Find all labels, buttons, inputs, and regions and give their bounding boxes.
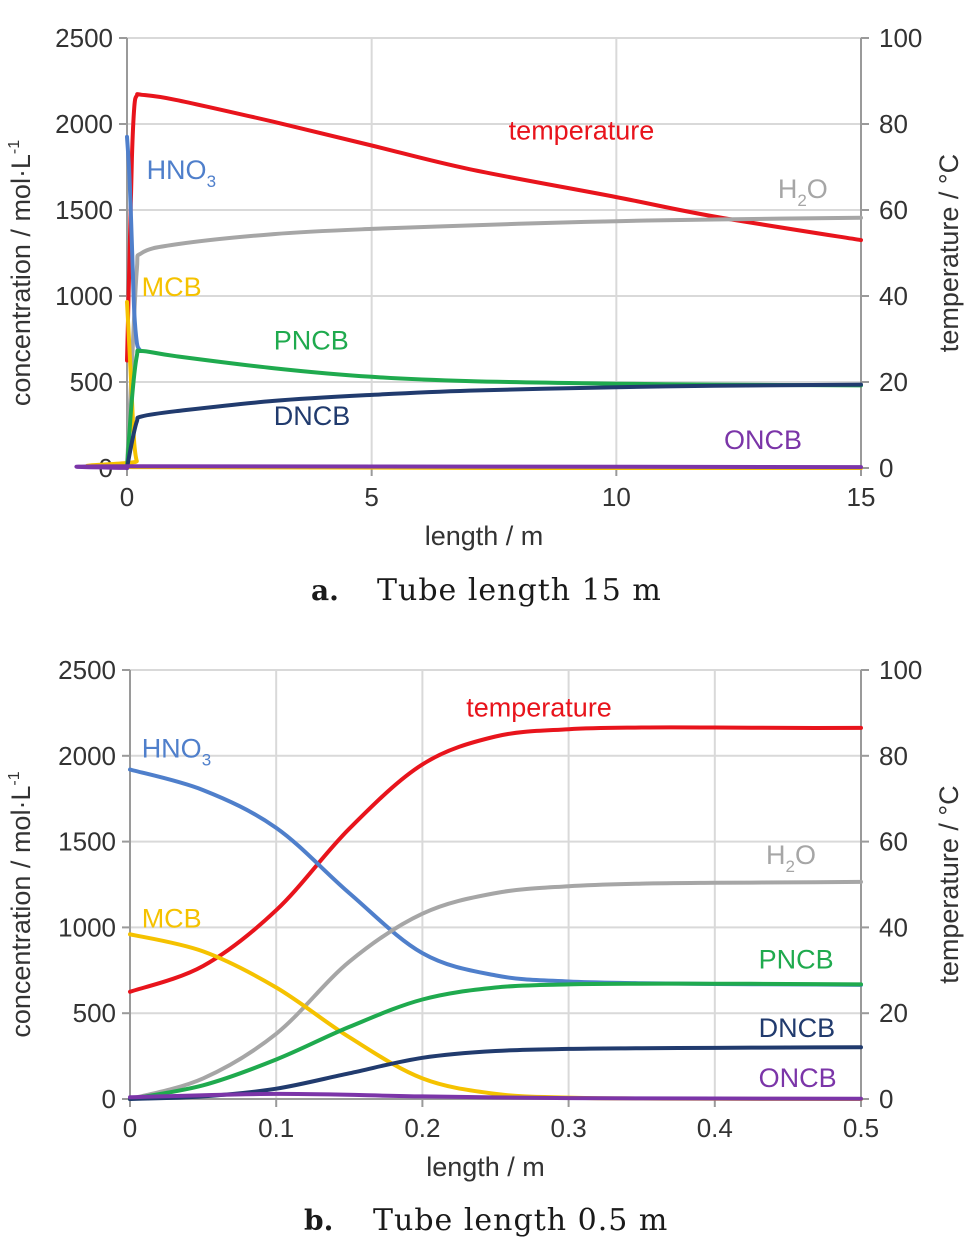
series-line-dncb bbox=[128, 1045, 863, 1101]
y-tick-label: 2000 bbox=[55, 109, 113, 139]
y2-axis-title: temperature / °C bbox=[934, 785, 964, 983]
y-tick-label: 1000 bbox=[58, 912, 116, 942]
x-tick-label: 0.2 bbox=[404, 1113, 440, 1143]
series-label-text: ONCB bbox=[724, 425, 802, 455]
series-label-text: PNCB bbox=[274, 325, 349, 355]
series-label-text: H bbox=[778, 174, 798, 204]
series-label-dncb: DNCB bbox=[274, 401, 351, 431]
series-label-h2o: H2O bbox=[766, 840, 816, 876]
x-axis-title: length / m bbox=[426, 1152, 545, 1182]
series-label-text: MCB bbox=[142, 272, 202, 302]
y-axis-title-superscript: -1 bbox=[6, 140, 23, 154]
series-label-temperature: temperature bbox=[509, 115, 655, 145]
y-tick-label: 500 bbox=[73, 998, 116, 1028]
caption-text: Tube length 15 m bbox=[377, 573, 662, 608]
series-lines bbox=[128, 725, 863, 1101]
y-tick-label: 500 bbox=[70, 367, 113, 397]
series-label-text: PNCB bbox=[759, 945, 834, 975]
series-label-text: DNCB bbox=[274, 401, 351, 431]
series-line-oncb bbox=[128, 1091, 863, 1101]
series-line-dncb bbox=[125, 382, 863, 470]
x-tick-label: 0.1 bbox=[258, 1113, 294, 1143]
y2-tick-label: 80 bbox=[879, 741, 908, 771]
x-tick-label: 0.5 bbox=[843, 1113, 879, 1143]
y-axis-title: concentration / mol·L-1 bbox=[6, 771, 36, 1037]
series-label-pncb: PNCB bbox=[759, 945, 834, 975]
series-line-h2o bbox=[128, 879, 863, 1101]
series-label-hno3: HNO3 bbox=[142, 734, 211, 770]
y-tick-label: 2500 bbox=[58, 655, 116, 685]
y2-tick-label: 40 bbox=[879, 912, 908, 942]
series-label-text: temperature bbox=[509, 115, 655, 145]
y-axis-title-superscript: -1 bbox=[6, 771, 23, 785]
y-tick-label: 1500 bbox=[58, 827, 116, 857]
y2-tick-label: 60 bbox=[879, 827, 908, 857]
series-line-oncb bbox=[74, 464, 863, 470]
series-label-text: ONCB bbox=[759, 1063, 837, 1093]
y-tick-label: 2500 bbox=[55, 23, 113, 53]
caption-text: Tube length 0.5 m bbox=[373, 1203, 668, 1238]
y2-tick-label: 40 bbox=[879, 281, 908, 311]
series-label-oncb: ONCB bbox=[724, 425, 802, 455]
series-label-subscript: 3 bbox=[207, 172, 216, 191]
series-label-mcb: MCB bbox=[142, 903, 202, 933]
series-label-text: DNCB bbox=[759, 1013, 836, 1043]
series-label-mcb: MCB bbox=[142, 272, 202, 302]
caption-letter: a. bbox=[311, 574, 339, 607]
y-axis-title: concentration / mol·L-1 bbox=[6, 140, 36, 406]
series-label-subscript: 2 bbox=[785, 857, 794, 876]
series-label-dncb: DNCB bbox=[759, 1013, 836, 1043]
series-label-h2o: H2O bbox=[778, 174, 828, 210]
y-tick-label: 1500 bbox=[55, 195, 113, 225]
y2-tick-label: 60 bbox=[879, 195, 908, 225]
series-lines bbox=[74, 92, 863, 470]
x-tick-label: 5 bbox=[364, 482, 378, 512]
series-label-text: H bbox=[766, 840, 786, 870]
series-label-text: HNO bbox=[142, 734, 202, 764]
series-label-suffix: O bbox=[807, 174, 828, 204]
y2-axis-title: temperature / °C bbox=[934, 154, 964, 352]
series-label-text: MCB bbox=[142, 903, 202, 933]
x-tick-label: 10 bbox=[602, 482, 631, 512]
series-label-suffix: O bbox=[795, 840, 816, 870]
series-label-subscript: 2 bbox=[797, 191, 806, 210]
series-label-text: temperature bbox=[466, 692, 612, 722]
y2-tick-label: 80 bbox=[879, 109, 908, 139]
series-line-hno3 bbox=[128, 767, 863, 987]
series-line-temperature bbox=[125, 92, 863, 363]
series-line-pncb bbox=[128, 981, 863, 1101]
y-axis-title-text: concentration / mol·L bbox=[6, 154, 36, 406]
x-tick-label: 15 bbox=[847, 482, 876, 512]
y-tick-label: 1000 bbox=[55, 281, 113, 311]
x-tick-label: 0.4 bbox=[697, 1113, 733, 1143]
y2-tick-label: 0 bbox=[879, 453, 893, 483]
x-tick-label: 0 bbox=[123, 1113, 137, 1143]
series-label-temperature: temperature bbox=[466, 692, 612, 722]
series-label-pncb: PNCB bbox=[274, 325, 349, 355]
series-label-text: HNO bbox=[147, 155, 207, 185]
y2-tick-label: 20 bbox=[879, 367, 908, 397]
series-line-temperature bbox=[128, 725, 863, 994]
x-tick-label: 0 bbox=[120, 482, 134, 512]
x-tick-label: 0.3 bbox=[551, 1113, 587, 1143]
x-axis-title: length / m bbox=[425, 521, 544, 551]
y-tick-label: 2000 bbox=[58, 741, 116, 771]
y2-tick-label: 0 bbox=[879, 1084, 893, 1114]
y2-tick-label: 100 bbox=[879, 655, 922, 685]
caption-letter: b. bbox=[304, 1204, 333, 1237]
y2-tick-label: 100 bbox=[879, 23, 922, 53]
series-label-hno3: HNO3 bbox=[147, 155, 216, 191]
series-label-subscript: 3 bbox=[202, 751, 211, 770]
y-axis-title-text: concentration / mol·L bbox=[6, 786, 36, 1038]
y-tick-label: 0 bbox=[102, 1084, 116, 1114]
series-label-oncb: ONCB bbox=[759, 1063, 837, 1093]
y2-tick-label: 20 bbox=[879, 998, 908, 1028]
